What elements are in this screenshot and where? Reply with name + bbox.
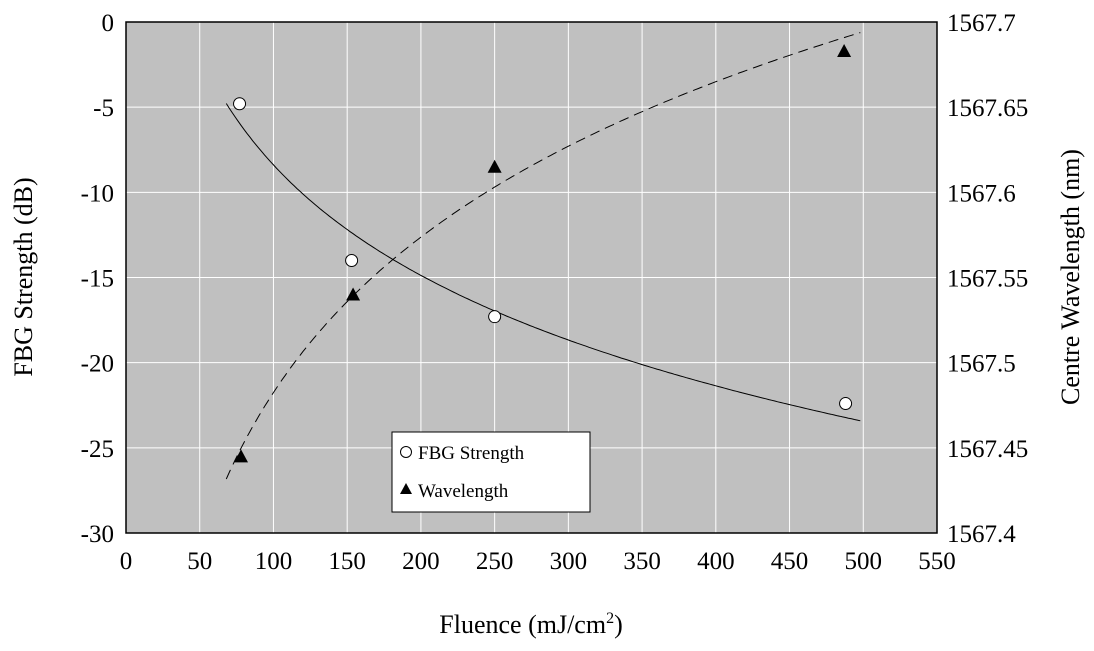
- legend-label-fbg-strength: FBG Strength: [418, 443, 525, 464]
- x-tick-label: 0: [120, 548, 133, 575]
- x-tick-label: 300: [550, 548, 588, 575]
- data-point-wavelength: [487, 159, 502, 173]
- data-point-wavelength: [234, 449, 249, 463]
- y-left-tick-label: -25: [81, 436, 114, 463]
- y-left-tick-label: -30: [81, 521, 114, 548]
- data-point-wavelength: [837, 43, 852, 57]
- x-tick-label: 200: [402, 548, 440, 575]
- legend-circle-marker: [400, 446, 412, 458]
- y-left-tick-label: 0: [102, 10, 115, 37]
- trend-line-fbg-strength: [225, 103, 861, 422]
- x-tick-labels: 0 50 100 150 200 250 300 350 400 450 500 550: [120, 548, 956, 575]
- y-left-tick-label: -20: [81, 351, 114, 378]
- y-left-tick-label: -15: [81, 266, 114, 293]
- x-tick-label: 150: [328, 548, 366, 575]
- y-right-tick-label: 1567.4: [947, 521, 1016, 548]
- x-tick-label: 450: [771, 548, 809, 575]
- y-right-axis-title: Centre Wavelength (nm): [1056, 149, 1085, 405]
- data-point-fbg-strength: [839, 397, 853, 411]
- x-tick-label: 50: [187, 548, 212, 575]
- trend-lines: [225, 32, 861, 480]
- y-right-tick-label: 1567.7: [947, 10, 1016, 37]
- y-right-tick-label: 1567.6: [947, 180, 1016, 207]
- x-tick-label: 550: [918, 548, 956, 575]
- y-left-tick-label: -10: [81, 180, 114, 207]
- x-tick-label: 100: [255, 548, 293, 575]
- legend-box: [391, 431, 591, 513]
- y-right-tick-labels: 1567.7 1567.65 1567.6 1567.55 1567.5 1567.45 1…: [947, 10, 1028, 548]
- y-right-tick-label: 1567.65: [947, 95, 1028, 122]
- data-point-fbg-strength: [488, 310, 502, 324]
- data-point-fbg-strength: [345, 253, 359, 267]
- data-point-fbg-strength: [233, 97, 247, 111]
- x-tick-label: 250: [476, 548, 514, 575]
- trend-line-wavelength: [225, 32, 861, 480]
- plot-border: [125, 21, 938, 534]
- y-left-tick-label: -5: [93, 95, 114, 122]
- data-point-wavelength: [346, 287, 361, 301]
- y-right-tick-label: 1567.45: [947, 436, 1028, 463]
- x-tick-label: 350: [623, 548, 661, 575]
- y-left-tick-labels: 0 -5 -10 -15 -20 -25 -30: [81, 10, 114, 548]
- x-axis-title: Fluence (mJ/cm2): [439, 610, 622, 639]
- data-markers: [233, 43, 853, 463]
- y-left-axis-title: FBG Strength (dB): [9, 177, 38, 376]
- legend: FBG Strength Wavelength: [391, 431, 591, 513]
- legend-triangle-marker: [400, 483, 412, 494]
- y-right-tick-label: 1567.55: [947, 266, 1028, 293]
- x-tick-label: 500: [845, 548, 883, 575]
- y-right-tick-label: 1567.5: [947, 351, 1016, 378]
- legend-label-wavelength: Wavelength: [418, 481, 509, 502]
- x-tick-label: 400: [697, 548, 735, 575]
